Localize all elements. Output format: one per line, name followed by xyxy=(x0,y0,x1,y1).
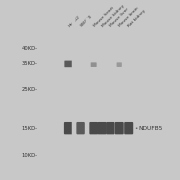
Text: 35KD-: 35KD- xyxy=(22,61,38,66)
FancyBboxPatch shape xyxy=(64,61,73,67)
FancyBboxPatch shape xyxy=(106,122,114,134)
Text: 15KD-: 15KD- xyxy=(22,126,38,131)
FancyBboxPatch shape xyxy=(76,122,85,134)
Text: 10KD-: 10KD- xyxy=(22,153,38,158)
FancyBboxPatch shape xyxy=(89,122,98,134)
Text: Mouse brain: Mouse brain xyxy=(118,6,140,28)
Text: Mouse liver: Mouse liver xyxy=(109,7,130,28)
Text: Rat kidney: Rat kidney xyxy=(127,9,147,28)
Text: HepG2: HepG2 xyxy=(68,15,81,28)
FancyBboxPatch shape xyxy=(124,122,133,134)
Text: 25KD-: 25KD- xyxy=(22,87,38,92)
FancyBboxPatch shape xyxy=(115,122,124,134)
Text: NDUFB5: NDUFB5 xyxy=(138,126,163,131)
FancyBboxPatch shape xyxy=(97,122,107,134)
Text: 40KD-: 40KD- xyxy=(22,46,38,51)
Text: SW480: SW480 xyxy=(79,14,93,28)
Text: Mouse heart: Mouse heart xyxy=(93,6,114,28)
FancyBboxPatch shape xyxy=(91,62,97,67)
Text: Mouse kidney: Mouse kidney xyxy=(101,4,125,28)
FancyBboxPatch shape xyxy=(64,122,73,134)
FancyBboxPatch shape xyxy=(117,62,122,67)
